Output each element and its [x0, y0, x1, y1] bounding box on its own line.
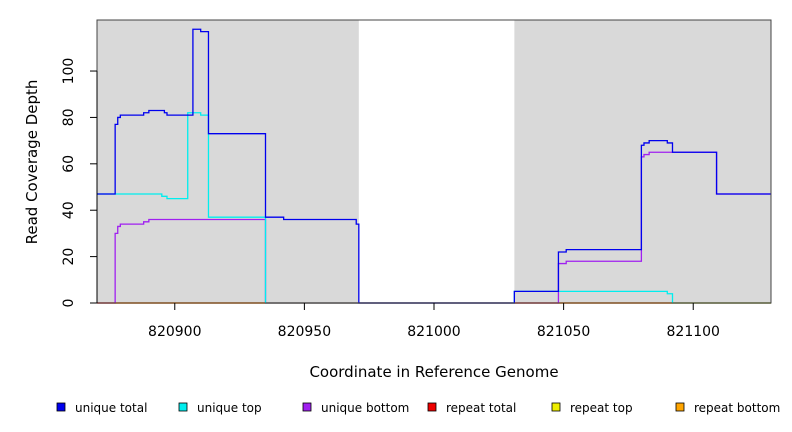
x-tick-label: 821100: [667, 324, 720, 340]
legend-label: unique total: [75, 401, 147, 415]
legend-swatch: [302, 402, 312, 412]
legend-swatch: [178, 402, 188, 412]
legend-swatch: [675, 402, 685, 412]
shaded-region: [97, 20, 359, 303]
x-tick-label: 820950: [278, 324, 331, 340]
y-tick-label: 40: [61, 201, 77, 219]
legend-label: unique top: [197, 401, 262, 415]
x-axis: 820900 820950 821000 821050 821100: [148, 303, 720, 340]
y-tick-label: 100: [61, 58, 77, 85]
series-line-unique-top: [97, 112, 771, 304]
x-tick-label: 821000: [407, 324, 460, 340]
shaded-region: [514, 20, 771, 303]
x-axis-title: Coordinate in Reference Genome: [309, 363, 558, 381]
plot-background: [97, 20, 771, 303]
legend-label: repeat total: [446, 401, 516, 415]
x-tick-label: 821050: [537, 324, 590, 340]
legend-swatch: [551, 402, 561, 412]
legend-swatch: [427, 402, 437, 412]
legend-label: repeat top: [570, 401, 633, 415]
y-tick-label: 60: [61, 155, 77, 173]
x-tick-label: 820900: [148, 324, 201, 340]
y-tick-label: 0: [61, 299, 77, 308]
y-axis: 0 20 40 60 80 100: [61, 58, 98, 308]
y-axis-title: Read Coverage Depth: [23, 80, 41, 245]
legend-swatch: [56, 402, 66, 412]
y-tick-label: 80: [61, 109, 77, 127]
legend-label: repeat bottom: [694, 401, 780, 415]
series-line-unique-total: [97, 28, 771, 304]
legend-label: unique bottom: [321, 401, 409, 415]
y-tick-label: 20: [61, 248, 77, 266]
legend: unique total unique top unique bottom repea…: [56, 401, 780, 415]
